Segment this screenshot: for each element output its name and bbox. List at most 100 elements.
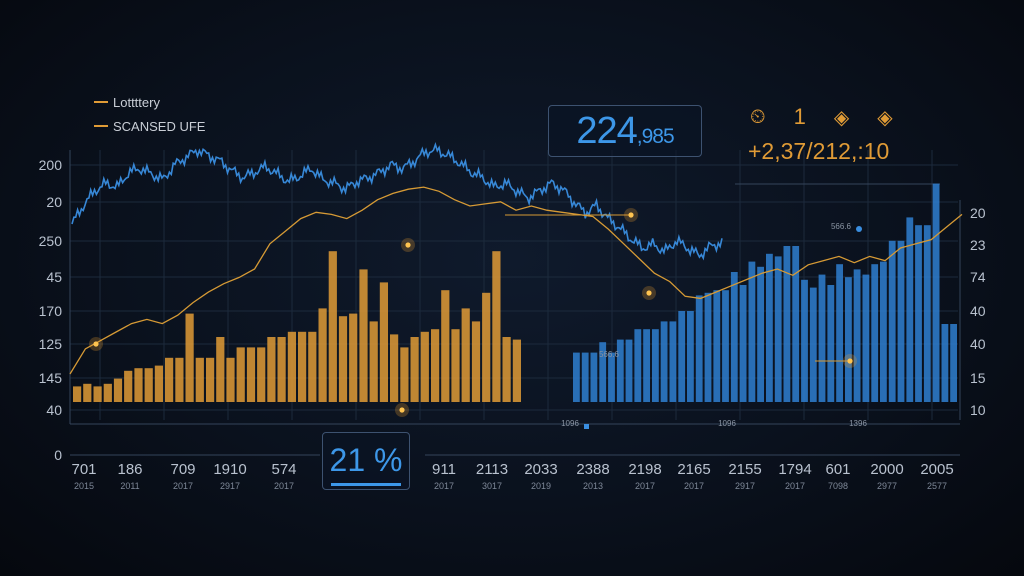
blue-bar xyxy=(915,225,922,402)
blue-bar xyxy=(625,339,633,402)
blue-bar xyxy=(827,285,835,402)
right-y-tick-label: 10 xyxy=(970,402,986,418)
x-tick-label: 2198 xyxy=(628,461,661,478)
orange-bar xyxy=(267,337,276,402)
blue-bar xyxy=(678,311,686,402)
x-tick-sublabel: 3017 xyxy=(482,481,502,491)
diamond-chart-icon[interactable]: ◈ xyxy=(833,106,850,129)
blue-bar xyxy=(643,329,650,402)
x-tick-label: 2388 xyxy=(576,461,609,478)
legend: Lottttery SCANSED UFE xyxy=(94,90,205,138)
x-tick-label: 2005 xyxy=(920,461,953,478)
blue-bar xyxy=(862,274,870,402)
orange-bar xyxy=(83,383,92,402)
left-y-tick-label: 125 xyxy=(39,336,63,352)
blue-bar xyxy=(818,274,826,402)
x-tick-sublabel: 2917 xyxy=(220,481,240,491)
orange-bar xyxy=(154,365,163,402)
x-tick-label: 2000 xyxy=(870,461,903,478)
x-tick-label: 601 xyxy=(825,461,850,478)
x-tick-sublabel: 7098 xyxy=(828,481,848,491)
blue-bar xyxy=(704,292,712,402)
data-annotation: 1096 xyxy=(561,419,579,428)
orange-bar xyxy=(420,331,429,402)
headline-main: 224 xyxy=(576,109,637,152)
right-y-tick-label: 40 xyxy=(970,336,986,352)
axis-ticks: 200 20 250 45 170 125 145 40 0 20 23 74 40 40 15 10 701 2… xyxy=(39,157,986,491)
blue-bar xyxy=(836,264,843,402)
orange-bar xyxy=(124,370,133,402)
blue-bar xyxy=(766,253,773,402)
count-one: 1 xyxy=(793,104,806,129)
left-y-tick-label: 40 xyxy=(46,402,62,418)
blue-bar xyxy=(581,352,589,402)
orange-bar xyxy=(195,357,204,402)
blue-marker xyxy=(584,424,589,429)
blue-bar xyxy=(713,290,721,402)
x-tick-sublabel: 2017 xyxy=(173,481,193,491)
blue-bar xyxy=(660,321,668,402)
orange-bar xyxy=(379,282,388,402)
x-tick-sublabel: 2917 xyxy=(735,481,755,491)
orange-bar xyxy=(113,378,123,402)
x-tick-label: 1794 xyxy=(778,461,811,478)
x-tick-label: 709 xyxy=(170,461,195,478)
left-y-tick-label: 20 xyxy=(46,194,62,210)
orange-bar xyxy=(73,386,82,402)
data-annotation: 566.6 xyxy=(599,350,620,359)
x-tick-sublabel: 2017 xyxy=(684,481,704,491)
orange-bar xyxy=(257,347,266,402)
headline-value: 224,985 xyxy=(576,109,674,153)
orange-bar xyxy=(308,331,317,402)
orange-bar xyxy=(359,269,368,402)
percent-underline xyxy=(331,483,401,486)
orange-bar xyxy=(512,339,521,402)
x-tick-label: 701 xyxy=(71,461,96,478)
blue-bar xyxy=(845,277,852,402)
blue-bar xyxy=(748,261,756,402)
orange-bar-series xyxy=(73,251,521,402)
x-tick-sublabel: 2015 xyxy=(74,481,94,491)
orange-bar xyxy=(277,337,286,402)
x-tick-label: 911 xyxy=(432,461,456,478)
left-y-tick-label: 200 xyxy=(39,157,63,173)
timer-icon[interactable]: ⏲ xyxy=(750,105,766,128)
x-tick-sublabel: 2019 xyxy=(531,481,551,491)
blue-bar xyxy=(687,311,694,402)
legend-label: SCANSED UFE xyxy=(113,118,206,134)
blue-bar xyxy=(792,246,800,402)
orange-bar xyxy=(103,383,112,402)
grid-lines xyxy=(69,150,961,456)
orange-bar xyxy=(175,357,184,402)
right-y-tick-label: 20 xyxy=(970,205,986,221)
left-y-tick-label: 170 xyxy=(39,303,63,319)
diamond-percent-icon[interactable]: ◈ xyxy=(877,106,893,129)
glow-point xyxy=(628,212,634,218)
blue-bar xyxy=(880,261,887,402)
x-tick-label: 1910 xyxy=(213,461,246,478)
blue-bar xyxy=(906,217,914,402)
orange-bar xyxy=(441,290,450,402)
x-tick-sublabel: 2017 xyxy=(785,481,805,491)
blue-bar xyxy=(616,339,624,402)
blue-point xyxy=(856,226,862,232)
blue-bar xyxy=(730,272,738,402)
orange-bar xyxy=(144,368,153,402)
data-annotation: 566.6 xyxy=(831,222,852,231)
blue-bar xyxy=(608,352,615,402)
glow-point xyxy=(646,290,652,296)
left-y-tick-label: 45 xyxy=(46,269,62,285)
blue-bar xyxy=(722,290,729,402)
glow-point xyxy=(405,242,411,248)
orange-bar xyxy=(349,313,358,402)
blue-bar xyxy=(809,287,817,402)
legend-item: SCANSED UFE xyxy=(94,114,205,138)
left-y-tick-label: 0 xyxy=(54,447,62,463)
x-tick-sublabel: 2013 xyxy=(583,481,603,491)
right-y-tick-label: 15 xyxy=(970,370,986,386)
orange-bar xyxy=(318,308,327,402)
blue-line xyxy=(71,142,723,261)
blue-bar xyxy=(897,240,905,402)
orange-bar xyxy=(492,251,501,402)
x-tick-label: 186 xyxy=(117,461,142,478)
